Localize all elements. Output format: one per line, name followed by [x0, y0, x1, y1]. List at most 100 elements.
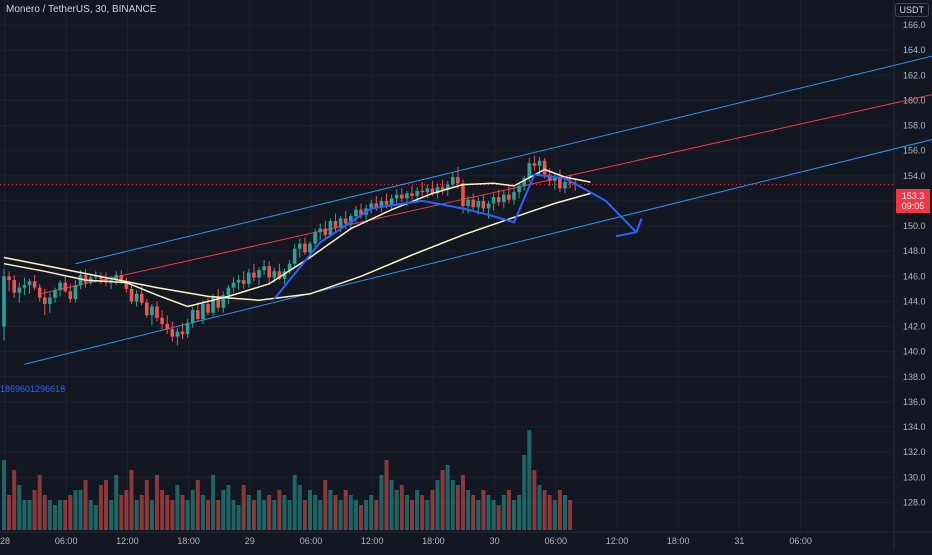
- volume-bar-55: [282, 495, 287, 530]
- volume-bar-49: [251, 500, 256, 530]
- volume-bar-37: [190, 490, 195, 530]
- candle-body-93: [476, 200, 481, 208]
- candle-body-50: [257, 270, 261, 278]
- volume-bar-101: [517, 495, 522, 530]
- y-tick-15: 158.0: [903, 121, 926, 131]
- candle-body-79: [405, 193, 409, 199]
- volume-bar-57: [292, 475, 297, 530]
- candle-body-23: [119, 275, 124, 282]
- y-tick-6: 140.0: [903, 347, 926, 357]
- candle-body-108: [553, 177, 557, 181]
- candle-body-24: [124, 281, 129, 289]
- volume-bar-8: [42, 495, 47, 530]
- candle-body-60: [308, 243, 312, 253]
- volume-bar-29: [149, 500, 154, 530]
- volume-bar-90: [461, 475, 465, 530]
- volume-bar-88: [450, 480, 455, 530]
- volume-bar-6: [32, 490, 37, 530]
- candle-body-97: [496, 197, 501, 203]
- candle-body-96: [491, 197, 496, 204]
- y-tick-10: 148.0: [903, 246, 926, 256]
- pattern-drawing-2: [635, 218, 643, 233]
- candle-body-45: [231, 282, 236, 288]
- candle-body-40: [206, 303, 210, 313]
- candle-body-51: [262, 266, 266, 271]
- volume-bar-11: [58, 500, 63, 530]
- volume-bar-12: [63, 500, 68, 530]
- candle-body-44: [226, 287, 231, 296]
- volume-bar-48: [246, 495, 251, 530]
- volume-bar-53: [272, 500, 277, 530]
- candle-body-4: [22, 285, 27, 288]
- candle-body-58: [298, 243, 302, 249]
- volume-bar-10: [53, 505, 57, 530]
- candle-body-111: [568, 182, 572, 184]
- volume-bar-70: [359, 505, 363, 530]
- candle-body-87: [445, 184, 450, 190]
- candle-body-67: [343, 218, 348, 224]
- candle-body-22: [114, 275, 118, 281]
- volume-bar-26: [134, 500, 139, 530]
- volume-bar-60: [308, 490, 312, 530]
- candle-body-92: [471, 199, 475, 208]
- volume-bar-102: [522, 455, 527, 530]
- y-tick-4: 136.0: [903, 397, 926, 407]
- candle-body-54: [277, 271, 282, 279]
- volume-bar-89: [455, 485, 460, 530]
- volume-bar-17: [88, 500, 93, 530]
- candle-body-63: [323, 228, 328, 235]
- volume-bar-44: [226, 485, 231, 530]
- candle-body-86: [440, 187, 445, 190]
- volume-bar-108: [552, 500, 557, 530]
- channel-lower-line: [24, 139, 932, 365]
- candle-body-95: [486, 203, 491, 209]
- candle-body-84: [430, 188, 435, 194]
- candle-body-59: [303, 243, 307, 253]
- volume-bar-19: [98, 485, 103, 530]
- volume-bar-54: [277, 490, 282, 530]
- volume-bar-107: [547, 495, 552, 530]
- x-tick-5: 06:00: [300, 536, 323, 546]
- y-tick-1: 130.0: [903, 472, 926, 482]
- candle-body-14: [73, 285, 78, 299]
- candle-body-100: [512, 192, 516, 200]
- volume-bar-38: [195, 480, 200, 530]
- x-tick-0: 28: [0, 536, 10, 546]
- volume-bar-59: [302, 500, 307, 530]
- volume-bar-95: [486, 495, 491, 530]
- x-tick-6: 12:00: [361, 536, 384, 546]
- y-tick-17: 162.0: [903, 70, 926, 80]
- volume-bar-77: [394, 490, 399, 530]
- volume-bar-91: [466, 490, 471, 530]
- y-tick-5: 138.0: [903, 372, 926, 382]
- volume-bar-68: [348, 495, 353, 530]
- candle-body-107: [547, 174, 552, 181]
- volume-bar-36: [185, 500, 190, 530]
- candle-body-43: [221, 295, 226, 308]
- volume-bar-87: [445, 465, 450, 530]
- pattern-drawing-0: [273, 173, 638, 300]
- candle-body-34: [175, 331, 180, 337]
- volume-bar-109: [557, 490, 562, 530]
- candle-body-89: [456, 177, 460, 184]
- candle-body-70: [359, 209, 363, 215]
- candle-body-15: [78, 275, 83, 286]
- volume-bar-56: [287, 500, 292, 530]
- volume-bar-69: [353, 500, 358, 530]
- candle-body-80: [410, 193, 414, 196]
- candle-body-68: [349, 216, 353, 224]
- volume-bar-40: [206, 500, 210, 530]
- volume-bar-111: [568, 500, 573, 530]
- volume-bar-79: [404, 495, 409, 530]
- volume-bar-66: [338, 500, 343, 530]
- candle-body-32: [165, 324, 169, 330]
- x-tick-11: 18:00: [667, 536, 690, 546]
- candle-body-30: [155, 306, 159, 318]
- unit-label[interactable]: USDT: [894, 3, 929, 17]
- x-tick-13: 06:00: [789, 536, 812, 546]
- candle-body-105: [537, 160, 542, 166]
- volume-bar-31: [160, 490, 165, 530]
- last-price-value: 153.3: [901, 191, 925, 201]
- volume-bar-27: [139, 495, 144, 530]
